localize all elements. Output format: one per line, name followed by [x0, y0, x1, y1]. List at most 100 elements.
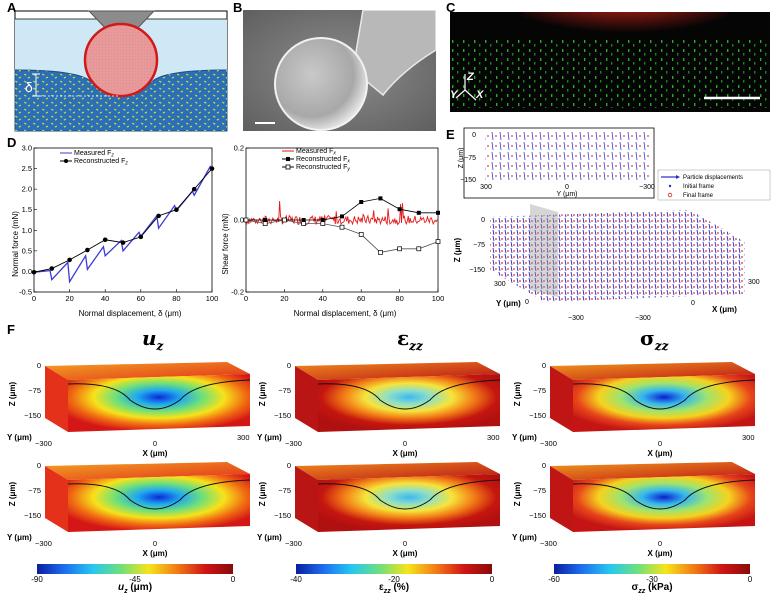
z-tick: 0 — [287, 361, 291, 370]
z-tick: 0 — [542, 361, 546, 370]
map-side-face — [45, 366, 68, 432]
indentation-profile — [317, 479, 501, 510]
y-tick-2: −300 — [568, 315, 584, 322]
z-tick: −150 — [274, 411, 291, 420]
z-tick: 0 — [37, 361, 41, 370]
reconstructed-point — [67, 257, 72, 263]
y-tick: −300 — [35, 439, 52, 448]
y-tick-label: 1.0 — [22, 226, 32, 235]
inset-x-label: Y (μm) — [556, 191, 577, 198]
indenter-sphere — [83, 22, 159, 98]
colorbar-ezz — [296, 564, 492, 574]
reconstructed-point — [174, 207, 179, 213]
x-tick-label: 0 — [32, 294, 36, 303]
y-tick: −300 — [285, 539, 302, 548]
panel-label-a: A — [7, 0, 17, 15]
colorbar-label: εzz (%) — [378, 582, 410, 595]
colorbar-tick-max: 0 — [747, 575, 753, 584]
sem-stem — [352, 10, 436, 97]
legend-box — [657, 169, 771, 201]
inset-y-tick-1: −75 — [464, 155, 476, 162]
indentation-profile — [572, 379, 756, 410]
legend-measured-fx: Measured Fx — [296, 148, 336, 157]
colorbar-tick-mid: -45 — [129, 575, 141, 584]
indentation-profile — [572, 479, 756, 510]
map-side-face — [295, 466, 318, 532]
fx-point — [397, 207, 402, 212]
fy-point — [301, 221, 306, 226]
x-tick-right: 300 — [742, 433, 755, 442]
reconstructed-point — [209, 166, 215, 171]
z-tick: −150 — [529, 511, 546, 520]
colorbar-label: uz (μm) — [117, 582, 153, 595]
y-tick-label: -0.2 — [231, 288, 244, 297]
inset-y-tick-0: 0 — [472, 132, 476, 139]
y-tick-label: 0.5 — [22, 246, 32, 255]
section-plane — [530, 204, 558, 297]
map-top-face — [45, 362, 250, 380]
x-axis-label: Normal displacement, δ (μm) — [79, 309, 182, 318]
z-tick-0: 0 — [481, 217, 485, 224]
x-tick-label: 40 — [319, 294, 327, 303]
fy-point — [435, 239, 441, 244]
x-tick-mid: 0 — [153, 539, 157, 548]
map-side-face — [45, 466, 68, 532]
y-axis-label: Y (μm) — [7, 433, 32, 442]
x-tick-0: 300 — [748, 279, 760, 286]
y-tick-label: 1.5 — [22, 205, 32, 214]
z-axis-label: Z (μm) — [8, 381, 17, 406]
y-tick-label: 0.2 — [234, 144, 244, 153]
colorbar-tick-min: -60 — [548, 575, 560, 584]
axis-z-label: Z — [466, 71, 475, 83]
z-tick: −75 — [28, 486, 41, 495]
z-axis-label: Z (μm) — [453, 237, 462, 262]
reconstructed-point — [31, 269, 37, 275]
map-side-face — [550, 466, 573, 532]
series-measured-fx — [245, 200, 439, 226]
x-tick-mid: 0 — [403, 439, 407, 448]
fx-point — [340, 214, 344, 219]
colorbar-szz — [554, 564, 750, 574]
x-tick-right: 300 — [237, 433, 250, 442]
x-axis-label: X (μm) — [143, 549, 168, 558]
reconstructed-point — [102, 237, 108, 243]
x-axis-label: Normal displacement, δ (μm) — [294, 309, 397, 318]
legend-final: Final frame — [683, 193, 714, 199]
delta-symbol: δ — [25, 79, 33, 95]
reconstructed-point — [138, 234, 144, 240]
box-left — [490, 217, 545, 302]
fy-point — [243, 217, 249, 223]
z-axis-label: Z (μm) — [258, 481, 267, 506]
map-top-face — [550, 362, 755, 380]
x-axis-label: X (μm) — [648, 449, 673, 458]
legend-reconstructed-fx: Reconstructed Fx — [296, 156, 350, 165]
z-tick: −150 — [24, 411, 41, 420]
reconstructed-point — [85, 247, 90, 253]
x-tick-label: 40 — [101, 294, 109, 303]
map-side-face — [550, 366, 573, 432]
z-axis-label: Z (μm) — [513, 381, 522, 406]
z-axis-label: Z (μm) — [8, 481, 17, 506]
y-axis-label: Y (μm) — [512, 433, 537, 442]
y-tick: −300 — [540, 539, 557, 548]
x-tick-label: 20 — [65, 294, 73, 303]
z-tick: −75 — [533, 486, 546, 495]
x-tick-mid: 0 — [658, 439, 662, 448]
title-ezz: εzz — [397, 326, 423, 353]
y-axis-label: Shear force (mN) — [221, 213, 230, 275]
fy-point — [339, 224, 345, 230]
colorbar-tick-max: 0 — [230, 575, 236, 584]
x-tick-label: 60 — [137, 294, 145, 303]
y-tick-1: 0 — [525, 299, 529, 306]
y-axis-label: Y (μm) — [7, 533, 32, 542]
panel-label-c: C — [446, 0, 456, 15]
panel-label-d: D — [7, 135, 17, 150]
y-axis-label: Y (μm) — [257, 533, 282, 542]
fy-point — [378, 250, 383, 255]
z-tick: −75 — [533, 386, 546, 395]
x-tick-mid: 0 — [153, 439, 157, 448]
